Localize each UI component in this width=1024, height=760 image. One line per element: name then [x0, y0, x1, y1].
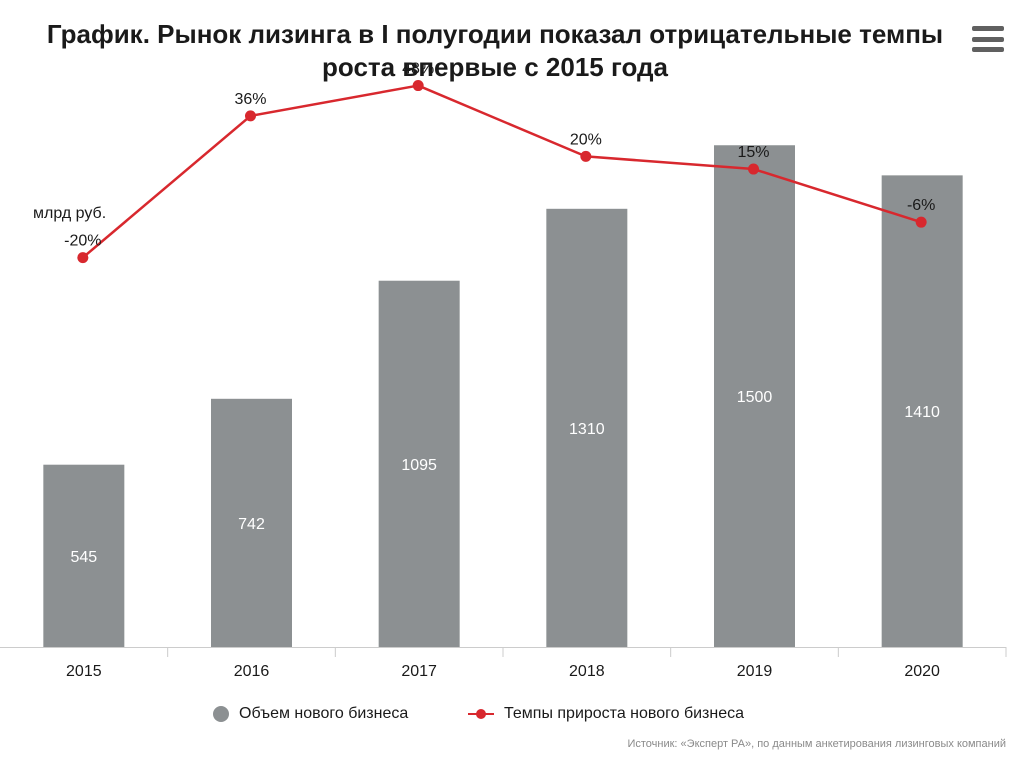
growth-label-2017: 48% — [402, 61, 434, 78]
x-tick-label-2019: 2019 — [737, 663, 773, 680]
growth-line — [82, 84, 922, 259]
chart-title: График. Рынок лизинга в I полугодии пока… — [46, 19, 944, 82]
legend-item-line[interactable]: Темпы прироста нового бизнеса — [468, 705, 744, 723]
x-tick-label-2017: 2017 — [401, 663, 437, 680]
source-note: Источник: «Эксперт РА», по данным анкети… — [627, 738, 1006, 750]
bar-value-label-2019: 1500 — [737, 389, 773, 406]
legend-line-swatch — [468, 706, 494, 722]
x-tick-label-2016: 2016 — [234, 663, 270, 680]
growth-point-2017 — [412, 80, 424, 92]
bar-value-label-2020: 1410 — [904, 404, 940, 421]
growth-point-2020 — [915, 216, 927, 228]
bar-2018 — [546, 208, 628, 647]
growth-label-2016: 36% — [234, 91, 266, 108]
bar-2020 — [881, 175, 963, 648]
bar-2019 — [714, 145, 795, 647]
legend-item-bars[interactable]: Объем нового бизнеса — [213, 705, 408, 723]
bar-2016 — [211, 398, 292, 647]
growth-label-2019: 15% — [737, 144, 769, 161]
growth-label-2018: 20% — [570, 131, 602, 148]
menu-icon-bar — [972, 47, 1004, 52]
bar-2015 — [43, 464, 125, 647]
menu-icon[interactable] — [972, 26, 1004, 52]
bar-value-label-2015: 545 — [70, 549, 97, 566]
legend-bars-label: Объем нового бизнеса — [239, 705, 409, 722]
menu-icon-bar — [972, 26, 1004, 31]
unit-label: млрд руб. — [33, 205, 106, 222]
growth-point-2019 — [748, 163, 759, 175]
bar-value-label-2016: 742 — [238, 516, 265, 533]
menu-icon-bar — [972, 36, 1004, 42]
legend-bar-swatch — [213, 706, 229, 722]
bar-2017 — [378, 280, 460, 647]
growth-label-2020: -6% — [907, 197, 935, 214]
growth-point-2015 — [77, 252, 89, 264]
x-tick-label-2015: 2015 — [66, 663, 102, 680]
x-tick-label-2018: 2018 — [569, 663, 605, 680]
growth-point-2018 — [580, 150, 592, 162]
combo-chart: 545 742 1095 1310 1500 1410 2015 2016 2017 2018 20… — [0, 61, 1007, 680]
legend-line-label: Темпы прироста нового бизнеса — [504, 705, 745, 722]
bar-value-label-2018: 1310 — [569, 421, 605, 438]
bar-value-label-2017: 1095 — [401, 457, 437, 474]
growth-point-2016 — [245, 110, 256, 122]
x-tick-label-2020: 2020 — [904, 663, 940, 680]
growth-label-2015: -20% — [64, 233, 101, 250]
